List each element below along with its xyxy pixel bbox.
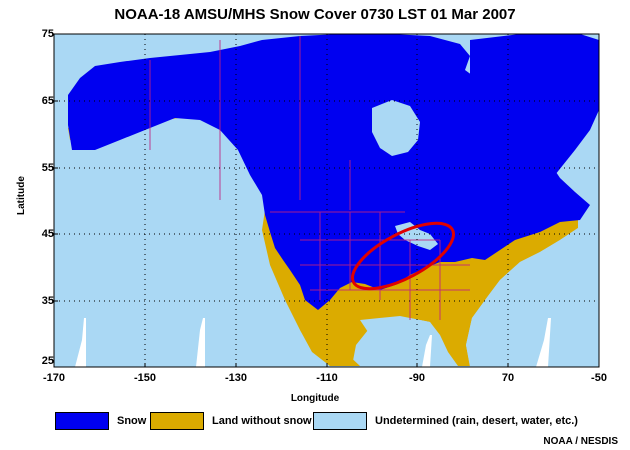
y-tick-label: 45 — [41, 228, 54, 240]
y-tick-label: 65 — [41, 95, 54, 107]
hudson-bay — [372, 100, 420, 156]
land-central-america — [300, 330, 360, 366]
x-tick-label: -150 — [133, 372, 157, 384]
credit-label: NOAA / NESDIS — [543, 436, 618, 447]
legend-item-undetermined: Undetermined (rain, desert, water, etc.) — [313, 412, 578, 430]
legend-item-snow: Snow — [55, 412, 146, 430]
legend-label: Undetermined (rain, desert, water, etc.) — [375, 415, 578, 427]
y-axis-label: Latitude — [16, 176, 27, 215]
x-tick-label: -50 — [591, 372, 607, 384]
x-tick-label: -130 — [224, 372, 248, 384]
x-tick-label: -110 — [316, 372, 338, 384]
x-tick-label: -170 — [42, 372, 66, 384]
y-tick-label: 25 — [41, 355, 54, 367]
legend-item-land: Land without snow — [150, 412, 312, 430]
y-tick-label: 35 — [41, 295, 54, 307]
legend-swatch-land — [150, 412, 204, 430]
snow-area — [68, 34, 590, 310]
greenland-snow — [470, 34, 599, 185]
x-tick-label: -90 — [409, 372, 425, 384]
map-title: NOAA-18 AMSU/MHS Snow Cover 0730 LST 01 … — [114, 6, 516, 23]
y-tick-label: 55 — [41, 162, 54, 174]
white-wedge — [536, 318, 551, 367]
legend: Snow Land without snow Undetermined (rai… — [55, 412, 615, 432]
y-tick-label: 75 — [41, 28, 54, 40]
tick-marks — [54, 100, 509, 367]
longitude-gridlines — [144, 34, 509, 367]
legend-swatch-snow — [55, 412, 109, 430]
white-wedge — [422, 335, 432, 367]
legend-label: Land without snow — [212, 415, 312, 427]
atlantic-water — [466, 228, 599, 367]
highlight-ellipse — [350, 221, 456, 291]
legend-swatch-undetermined — [313, 412, 367, 430]
x-tick-label: 70 — [501, 372, 515, 384]
white-wedge — [196, 318, 205, 367]
legend-label: Snow — [117, 415, 147, 427]
political-borders — [149, 36, 470, 320]
x-axis-label: Longitude — [290, 393, 340, 404]
gulf-of-mexico — [360, 316, 440, 352]
white-wedge — [75, 318, 86, 367]
